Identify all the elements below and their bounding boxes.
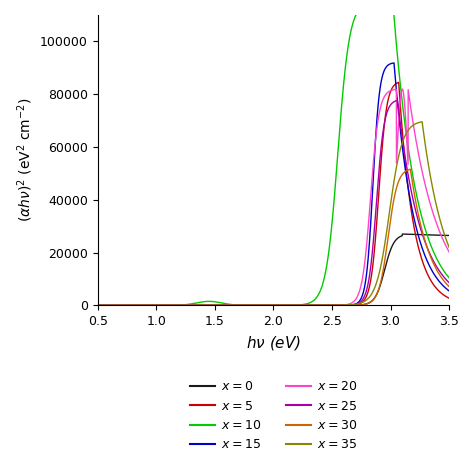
$x = 5$ [245, 303, 251, 308]
$x = 0$ [446, 233, 452, 238]
$x = 25$ [401, 150, 407, 155]
$x = 25$ [156, 303, 162, 308]
$x = 30$ [446, 284, 452, 289]
$x = 30$ [245, 303, 251, 308]
$x = 5$ [229, 303, 235, 308]
$x = 25$ [395, 98, 401, 103]
$x = 15$ [446, 288, 452, 294]
$x = 25$ [95, 303, 100, 308]
$x = 30$ [156, 303, 162, 308]
$x = 10$ [401, 118, 407, 123]
$x = 35$ [401, 135, 407, 140]
$x = 35$ [245, 303, 251, 308]
$x = 25$ [446, 280, 452, 285]
$x = 0$ [400, 231, 405, 237]
$x = 25$ [229, 303, 235, 308]
$x = 10$ [95, 303, 100, 308]
$x = 25$ [245, 303, 251, 308]
$x = 35$ [439, 225, 445, 230]
$x = 10$ [156, 303, 162, 308]
$x = 15$ [156, 303, 162, 308]
$x = 0$ [401, 231, 407, 237]
Line: $x = 25$: $x = 25$ [98, 101, 449, 305]
$x = 20$ [446, 249, 452, 255]
$x = 0$ [156, 303, 162, 308]
$x = 20$ [156, 303, 162, 308]
$x = 20$ [401, 99, 407, 105]
$x = 25$ [439, 272, 445, 277]
$x = 15$ [391, 60, 397, 66]
$x = 15$ [135, 303, 141, 308]
$x = 35$ [229, 303, 235, 308]
$x = 0$ [95, 303, 100, 308]
$x = 35$ [446, 245, 452, 250]
$x = 15$ [401, 160, 407, 166]
$x = 0$ [439, 233, 445, 238]
$x = 35$ [135, 303, 141, 308]
$x = 5$ [95, 303, 100, 308]
$x = 30$ [439, 276, 445, 282]
$x = 10$ [439, 266, 445, 271]
Line: $x = 5$: $x = 5$ [98, 82, 449, 305]
$x = 35$ [419, 119, 425, 124]
X-axis label: $h\nu$ (eV): $h\nu$ (eV) [246, 334, 301, 352]
$x = 20$ [135, 303, 141, 308]
$x = 25$ [135, 303, 141, 308]
$x = 5$ [135, 303, 141, 308]
$x = 20$ [400, 86, 405, 92]
$x = 10$ [390, 0, 396, 4]
$x = 5$ [396, 79, 401, 85]
$x = 30$ [135, 303, 141, 308]
$x = 5$ [156, 303, 162, 308]
Y-axis label: $(\alpha h\nu)^{2}$ (eV$^{2}$ cm$^{-2}$): $(\alpha h\nu)^{2}$ (eV$^{2}$ cm$^{-2}$) [15, 98, 35, 222]
$x = 20$ [229, 303, 235, 308]
$x = 0$ [135, 303, 141, 308]
Line: $x = 10$: $x = 10$ [98, 2, 449, 305]
$x = 30$ [401, 170, 407, 175]
$x = 20$ [439, 235, 445, 241]
$x = 10$ [135, 303, 141, 308]
$x = 15$ [245, 303, 251, 308]
$x = 15$ [439, 282, 445, 287]
$x = 30$ [95, 303, 100, 308]
$x = 20$ [95, 303, 100, 308]
$x = 10$ [229, 302, 235, 308]
$x = 15$ [95, 303, 100, 308]
$x = 10$ [245, 303, 251, 308]
$x = 10$ [446, 275, 452, 281]
$x = 20$ [245, 303, 251, 308]
$x = 5$ [401, 152, 407, 157]
Line: $x = 15$: $x = 15$ [98, 63, 449, 305]
Line: $x = 0$: $x = 0$ [98, 234, 449, 305]
$x = 30$ [229, 303, 235, 308]
$x = 5$ [446, 295, 452, 301]
$x = 15$ [229, 303, 235, 308]
Line: $x = 35$: $x = 35$ [98, 122, 449, 305]
$x = 0$ [245, 303, 251, 308]
Line: $x = 20$: $x = 20$ [98, 89, 449, 305]
$x = 0$ [229, 303, 235, 308]
Legend: $x = 0$, $x = 5$, $x = 10$, $x = 15$, $x = 20$, $x = 25$, $x = 30$, $x = 35$: $x = 0$, $x = 5$, $x = 10$, $x = 15$, $x… [184, 375, 362, 449]
$x = 5$ [439, 291, 445, 297]
Line: $x = 30$: $x = 30$ [98, 169, 449, 305]
$x = 35$ [95, 303, 100, 308]
$x = 35$ [156, 303, 162, 308]
$x = 30$ [408, 167, 413, 172]
